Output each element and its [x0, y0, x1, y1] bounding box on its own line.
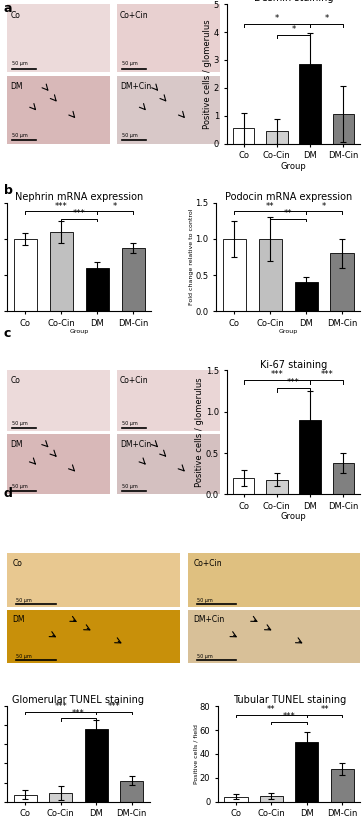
- Text: ***: ***: [54, 702, 67, 711]
- Text: *: *: [291, 25, 296, 34]
- Y-axis label: Positive cells / glomerulus: Positive cells / glomerulus: [203, 19, 212, 128]
- X-axis label: Group: Group: [70, 330, 89, 335]
- Bar: [50, 231, 73, 312]
- Text: ***: ***: [270, 371, 283, 380]
- Text: 50 μm: 50 μm: [122, 133, 138, 138]
- Text: Co+Cin: Co+Cin: [193, 559, 222, 568]
- X-axis label: Group: Group: [281, 162, 306, 171]
- Text: Co: Co: [10, 376, 20, 385]
- Bar: [259, 239, 282, 312]
- Bar: [299, 420, 321, 494]
- Text: 50 μm: 50 μm: [197, 654, 213, 658]
- Text: 50 μm: 50 μm: [197, 598, 213, 603]
- Text: Co+Cin: Co+Cin: [120, 376, 149, 385]
- Text: 50 μm: 50 μm: [12, 133, 28, 138]
- Bar: [266, 479, 288, 494]
- Bar: [294, 282, 318, 312]
- Text: Co: Co: [10, 11, 20, 20]
- Title: Desmin staining: Desmin staining: [254, 0, 333, 3]
- Bar: [122, 249, 145, 312]
- Y-axis label: Fold change relative to control: Fold change relative to control: [189, 209, 194, 305]
- Text: 50 μm: 50 μm: [16, 598, 32, 603]
- Bar: [331, 254, 354, 312]
- Text: 50 μm: 50 μm: [12, 61, 28, 66]
- Text: ***: ***: [287, 379, 300, 388]
- Text: **: **: [284, 209, 293, 218]
- Text: **: **: [320, 705, 329, 714]
- Bar: [260, 796, 283, 802]
- Title: Tubular TUNEL staining: Tubular TUNEL staining: [233, 695, 346, 705]
- Title: Glomerular TUNEL staining: Glomerular TUNEL staining: [12, 695, 145, 705]
- X-axis label: Group: Group: [281, 512, 306, 521]
- X-axis label: Group: Group: [279, 330, 298, 335]
- Bar: [14, 239, 37, 312]
- Title: Nephrin mRNA expression: Nephrin mRNA expression: [15, 192, 143, 202]
- Text: b: b: [4, 184, 12, 197]
- Text: ***: ***: [320, 371, 333, 380]
- Bar: [233, 128, 254, 144]
- Text: ***: ***: [73, 209, 86, 218]
- Title: Ki-67 staining: Ki-67 staining: [260, 359, 327, 370]
- Text: ***: ***: [55, 202, 68, 211]
- Text: 50 μm: 50 μm: [16, 654, 32, 658]
- Text: Co: Co: [12, 559, 22, 568]
- Text: DM: DM: [10, 83, 23, 92]
- Title: Podocin mRNA expression: Podocin mRNA expression: [225, 192, 352, 202]
- Bar: [299, 64, 321, 144]
- Y-axis label: Positive cells / glomerulus: Positive cells / glomerulus: [195, 378, 205, 488]
- Text: DM+Cin: DM+Cin: [120, 440, 151, 449]
- Text: DM+Cin: DM+Cin: [193, 615, 225, 624]
- Text: ***: ***: [72, 708, 85, 717]
- Text: *: *: [275, 14, 279, 23]
- Y-axis label: Positive cells / field: Positive cells / field: [193, 724, 198, 784]
- Bar: [223, 239, 246, 312]
- Text: **: **: [267, 705, 276, 714]
- Text: 50 μm: 50 μm: [12, 420, 28, 426]
- Text: ***: ***: [107, 702, 120, 711]
- Text: ***: ***: [283, 712, 296, 721]
- Text: 50 μm: 50 μm: [122, 484, 138, 489]
- Bar: [14, 795, 37, 802]
- Text: Co+Cin: Co+Cin: [120, 11, 149, 20]
- Text: 50 μm: 50 μm: [122, 61, 138, 66]
- Text: 50 μm: 50 μm: [122, 420, 138, 426]
- Text: *: *: [325, 14, 329, 23]
- Bar: [225, 797, 248, 802]
- Text: DM: DM: [10, 440, 23, 449]
- Text: 50 μm: 50 μm: [12, 484, 28, 489]
- Bar: [233, 478, 254, 494]
- Text: a: a: [4, 2, 12, 15]
- Bar: [295, 742, 318, 802]
- Bar: [85, 729, 108, 802]
- Bar: [333, 463, 354, 494]
- Text: DM: DM: [12, 615, 25, 624]
- Bar: [120, 780, 143, 802]
- Text: c: c: [4, 327, 11, 340]
- Bar: [86, 267, 109, 312]
- Text: *: *: [322, 202, 326, 211]
- Bar: [333, 115, 354, 144]
- Text: *: *: [113, 202, 117, 211]
- Text: **: **: [266, 202, 274, 211]
- Bar: [49, 793, 72, 802]
- Text: d: d: [4, 487, 12, 500]
- Bar: [266, 131, 288, 144]
- Bar: [331, 770, 354, 802]
- Text: DM+Cin: DM+Cin: [120, 83, 151, 92]
